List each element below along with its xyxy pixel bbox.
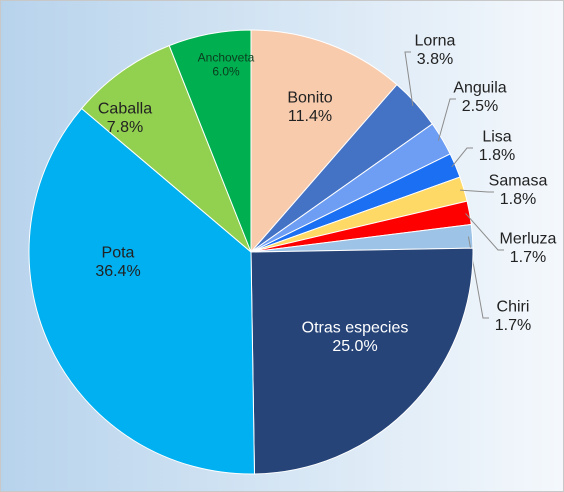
slice-value-label: 25.0%: [332, 338, 377, 355]
slice-label: Lisa: [482, 128, 511, 145]
pie-slice: [80, 44, 252, 253]
slice-value-label: 3.8%: [417, 51, 453, 68]
slice-value-label: 2.5%: [462, 98, 498, 115]
pie-slice: [28, 107, 255, 475]
slice-value-label: 1.7%: [495, 317, 531, 334]
slice-value-label: 7.8%: [107, 119, 143, 136]
pie-slice: [250, 247, 474, 475]
slice-label: Otras especies: [302, 319, 409, 336]
slice-label: Lorna: [415, 32, 456, 49]
slice-value-label: 6.0%: [212, 64, 240, 78]
slice-label: Anguila: [453, 79, 506, 96]
slice-value-label: 36.4%: [95, 263, 140, 280]
leader-line: [465, 213, 504, 251]
slice-value-label: 1.7%: [510, 249, 546, 266]
leader-line: [404, 51, 414, 106]
slice-label: Pota: [102, 244, 135, 261]
slice-label: Merluza: [500, 230, 557, 247]
slice-value-label: 1.8%: [500, 191, 536, 208]
slice-label: Caballa: [98, 100, 152, 117]
leader-line: [437, 98, 456, 141]
leader-line: [451, 147, 473, 168]
slice-label: Chiri: [497, 298, 530, 315]
slice-label: Bonito: [287, 89, 332, 106]
slice-label: Anchoveta: [198, 51, 255, 65]
slice-value-label: 11.4%: [288, 108, 332, 125]
slice-label: Samasa: [489, 172, 548, 189]
pie-slice: [250, 29, 398, 254]
leader-line: [467, 236, 489, 319]
slice-value-label: 1.8%: [479, 147, 515, 164]
leader-line: [460, 189, 494, 193]
pie-slice: [168, 29, 252, 253]
